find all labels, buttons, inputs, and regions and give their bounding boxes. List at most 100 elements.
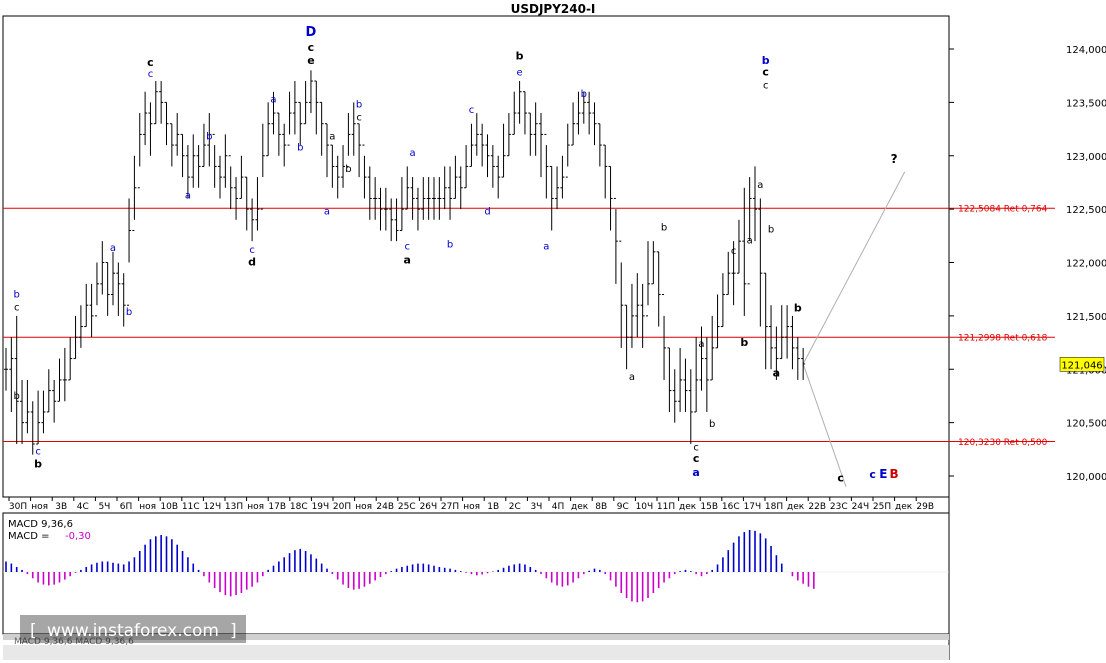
price-bar <box>57 358 62 402</box>
watermark-bracket-left: [ <box>30 621 37 641</box>
time-tick-label: 4П <box>552 502 565 512</box>
price-bar <box>9 337 14 412</box>
wave-label: c <box>308 41 315 54</box>
wave-label: b <box>581 89 587 100</box>
price-bar <box>662 294 667 380</box>
price-bar <box>501 123 506 178</box>
price-bar <box>656 251 661 327</box>
price-bar <box>335 155 340 199</box>
price-bar <box>367 166 372 220</box>
wave-label: a <box>629 372 635 383</box>
watermark: [ www.instaforex.com ] <box>20 615 246 643</box>
price-bar <box>528 112 533 156</box>
projection-up <box>802 171 906 365</box>
price-bar <box>260 123 265 210</box>
wave-label: b <box>14 391 20 402</box>
price-bar <box>100 241 105 295</box>
price-bar <box>688 369 693 444</box>
time-tick-label: 20П <box>333 502 351 512</box>
price-bar <box>448 166 453 220</box>
price-bar <box>164 101 169 146</box>
wave-label: c <box>837 471 844 484</box>
price-bar <box>41 390 46 434</box>
price-bar <box>603 144 608 199</box>
time-tick-label: ноя <box>355 502 372 512</box>
wave-label: c <box>14 303 20 314</box>
time-tick-label: 24В <box>376 502 394 512</box>
price-bar <box>533 102 538 156</box>
price-bar <box>651 241 656 285</box>
wave-label: a <box>329 132 335 143</box>
projection-down <box>802 363 847 487</box>
time-tick-label: 27П <box>441 502 459 512</box>
macd-label: MACD 9,36,6 <box>8 519 73 530</box>
price-bar <box>234 177 239 220</box>
wave-label: e <box>517 68 523 79</box>
wave-label: c <box>249 245 255 256</box>
price-bar <box>715 294 720 349</box>
price-bar <box>298 101 303 146</box>
price-tick-label: 122,500 <box>1066 205 1106 216</box>
price-bar <box>731 241 736 306</box>
price-bar <box>613 197 618 284</box>
price-bar <box>576 91 581 135</box>
price-bar <box>346 113 351 167</box>
price-bar <box>169 123 174 167</box>
price-bar <box>619 240 624 348</box>
price-bar <box>196 145 201 188</box>
price-bar <box>266 102 271 157</box>
time-tick-label: 17Ч <box>744 502 762 512</box>
wave-label: c <box>469 105 475 116</box>
price-bar <box>250 198 255 242</box>
price-bar <box>758 198 763 327</box>
price-bar <box>341 145 346 188</box>
wave-label: c <box>731 246 737 257</box>
price-bar <box>319 101 324 156</box>
price-bar <box>159 81 164 124</box>
time-tick-label: 25С <box>398 502 416 512</box>
wave-label: b <box>14 290 20 301</box>
wave-label: a <box>270 94 276 105</box>
price-bar <box>635 273 640 338</box>
wave-label: b <box>126 307 132 318</box>
time-tick-label: 30П <box>9 502 27 512</box>
price-bar <box>432 177 436 220</box>
time-tick-label: 13П <box>225 502 243 512</box>
price-bar <box>726 251 731 296</box>
price-bar <box>185 145 190 199</box>
price-bar <box>30 401 35 455</box>
price-bar <box>485 134 490 178</box>
wave-label: b <box>34 457 42 470</box>
price-tick-label: 123,000 <box>1066 152 1106 163</box>
time-tick-label: дек <box>571 502 589 512</box>
price-bar <box>592 102 597 146</box>
price-bar <box>587 91 592 135</box>
fib-label: 122,5084 Ret 0,764 <box>958 205 1048 215</box>
projection-lines <box>802 171 906 487</box>
price-bar <box>25 379 30 434</box>
price-bar <box>560 155 565 199</box>
price-bar <box>244 176 249 231</box>
price-bar <box>678 347 683 412</box>
wave-label: b <box>768 225 774 236</box>
time-tick-label: 29В <box>916 502 934 512</box>
price-tick-label: 121,500 <box>1066 312 1106 323</box>
price-bar <box>405 166 410 210</box>
wave-label: c <box>35 447 41 458</box>
price-bar <box>20 379 25 444</box>
time-tick-label: 19Ч <box>312 502 330 512</box>
wave-label: a <box>410 148 416 159</box>
time-tick-label: 10В <box>160 502 178 512</box>
price-bar <box>624 304 629 370</box>
price-bar <box>303 81 308 125</box>
price-bar <box>608 165 613 231</box>
price-bar <box>565 123 570 178</box>
price-bar <box>512 91 517 135</box>
price-bar <box>747 177 752 285</box>
price-bar <box>116 262 121 316</box>
time-tick-label: 11П <box>657 502 675 512</box>
time-tick-label: ноя <box>139 502 156 512</box>
macd-histogram <box>3 530 949 603</box>
price-bar <box>785 305 790 359</box>
